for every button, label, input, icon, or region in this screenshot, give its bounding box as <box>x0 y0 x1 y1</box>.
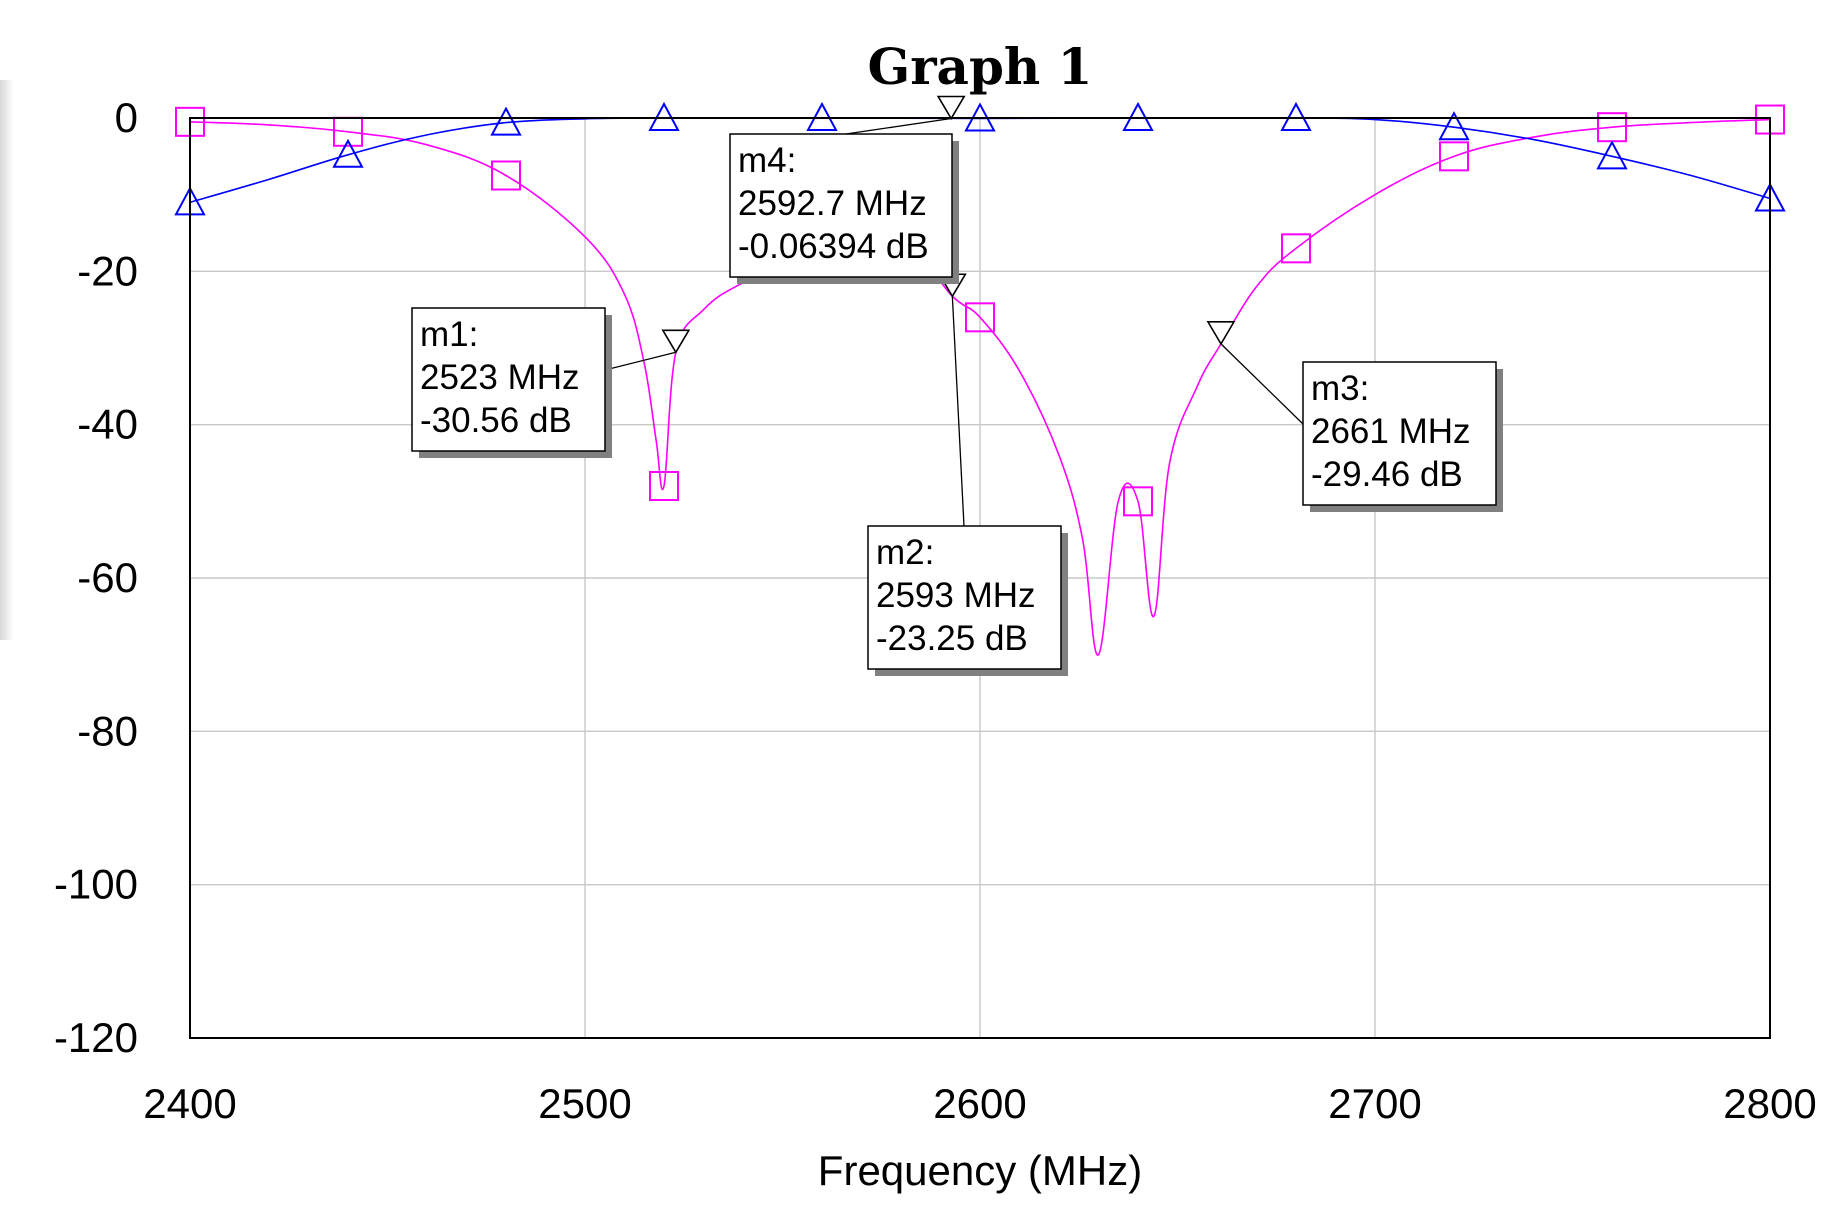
marker-value-text: -30.56 dB <box>420 401 572 440</box>
x-tick-label: 2500 <box>538 1080 631 1127</box>
marker-triangle <box>1206 321 1236 346</box>
x-axis-ticks: 2400 2500 2600 2700 2800 <box>143 1080 1816 1127</box>
marker-triangle <box>661 329 691 354</box>
x-axis-label: Frequency (MHz) <box>818 1147 1142 1194</box>
marker-label: m4: <box>738 141 796 180</box>
marker-box <box>1302 361 1497 506</box>
triangle-marker-point <box>490 106 522 136</box>
marker-freq-text: 2593 MHz <box>876 576 1036 615</box>
y-tick-label: -80 <box>77 707 138 754</box>
marker-label: m3: <box>1311 369 1369 408</box>
square-marker-point <box>965 302 995 333</box>
square-marker-point <box>1123 486 1153 517</box>
triangle-marker-point <box>332 138 364 168</box>
marker-value-text: -23.25 dB <box>876 619 1028 658</box>
y-tick-label: -20 <box>77 247 138 294</box>
triangle-marker-point <box>1438 111 1470 141</box>
x-tick-label: 2400 <box>143 1080 236 1127</box>
marker-freq-text: 2661 MHz <box>1311 412 1471 451</box>
marker-leader-line <box>951 296 965 527</box>
square-marker-point <box>1439 141 1469 172</box>
marker-box <box>867 525 1062 670</box>
triangle-marker-point <box>1596 140 1628 170</box>
square-marker-point <box>649 471 679 501</box>
y-tick-label: 0 <box>115 94 138 141</box>
marker-box <box>729 133 953 278</box>
x-tick-label: 2700 <box>1328 1080 1421 1127</box>
marker-label: m1: <box>420 315 478 354</box>
x-tick-label: 2800 <box>1723 1080 1816 1127</box>
left-edge-shadow <box>0 80 14 640</box>
marker-leader-line <box>1220 343 1304 425</box>
marker-value-text: -0.06394 dB <box>738 227 929 266</box>
chart-title: Graph 1 <box>868 37 1093 96</box>
marker-triangle <box>936 95 966 121</box>
y-tick-label: -120 <box>54 1014 138 1061</box>
plot-frame <box>189 117 1771 1039</box>
marker-leader-line <box>604 351 677 371</box>
marker-freq-text: 2592.7 MHz <box>738 184 927 223</box>
x-tick-label: 2600 <box>933 1080 1026 1127</box>
marker-freq-text: 2523 MHz <box>420 358 580 397</box>
square-marker-point <box>1281 233 1311 264</box>
marker-leader-line <box>845 117 952 135</box>
marker-box <box>411 307 606 452</box>
marker-value-text: -29.46 dB <box>1311 455 1463 494</box>
marker-annotations: m1: 2523 MHz -30.56 dB m2: 2593 MHz -23.25 dB… <box>411 95 1503 676</box>
y-tick-label: -40 <box>77 401 138 448</box>
square-marker-point <box>491 160 521 191</box>
y-tick-label: -100 <box>54 861 138 908</box>
marker-label: m2: <box>876 533 934 572</box>
y-axis-ticks: 0 -20 -40 -60 -80 -100 -120 <box>54 94 138 1061</box>
y-tick-label: -60 <box>77 554 138 601</box>
